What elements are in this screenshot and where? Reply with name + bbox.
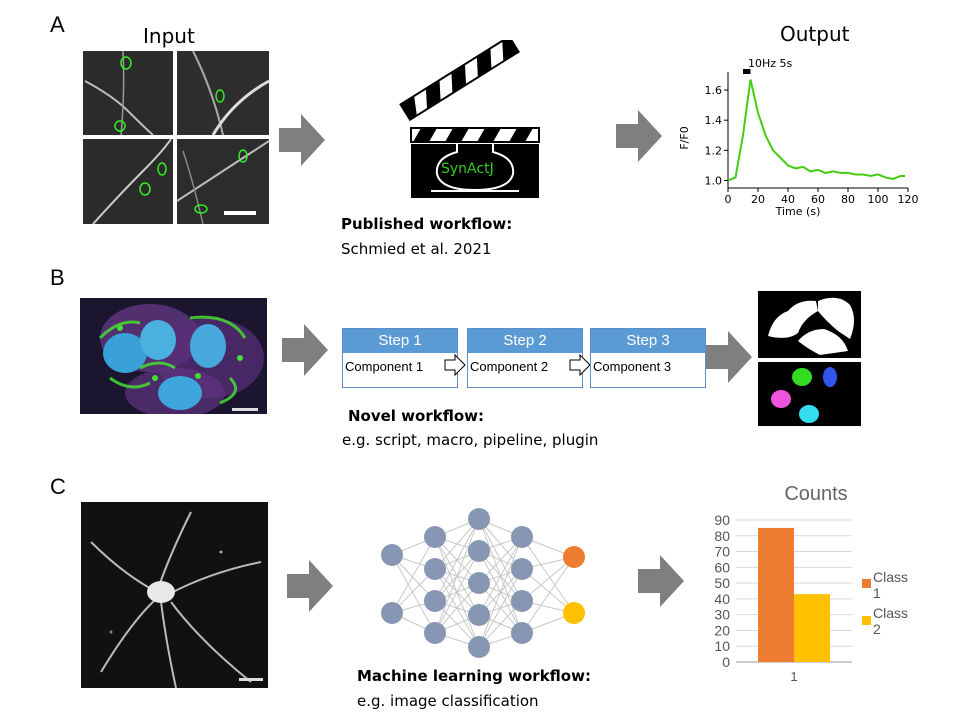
panel-b-letter: B (50, 265, 65, 290)
caption-b-bold: Novel workflow: (348, 407, 484, 425)
x-tick-label: 100 (868, 193, 889, 206)
y-tick-label: 20 (714, 622, 730, 638)
y-tick-label: 70 (714, 544, 730, 560)
y-tick-label: 1.0 (705, 174, 723, 187)
legend-swatch-class-1 (862, 579, 871, 588)
x-tick-label: 1 (790, 669, 797, 684)
bar-class-1 (758, 527, 794, 662)
y-tick-label: 60 (714, 559, 730, 575)
cell-micrograph (80, 298, 267, 414)
flow-arrow-icon (279, 114, 325, 166)
legend-label-class-1: Class (873, 569, 908, 585)
logo-text: SynActJ (441, 161, 494, 177)
output-node (563, 602, 585, 624)
legend-swatch-class-2 (862, 616, 871, 625)
network-node (468, 636, 490, 658)
network-node (468, 604, 490, 626)
network-node (511, 558, 533, 580)
bar-class-2 (794, 594, 830, 662)
network-node (381, 602, 403, 624)
caption-b: e.g. script, macro, pipeline, plugin (342, 431, 599, 449)
flow-arrow-icon (638, 555, 684, 607)
network-node (424, 590, 446, 612)
scale-bar (232, 408, 258, 411)
scale-bar (224, 211, 256, 215)
caption-a: Schmied et al. 2021 (341, 240, 492, 258)
network-node (381, 544, 403, 566)
panel-a-letter: A (50, 12, 65, 37)
step-2-component: Component 2 (470, 359, 549, 374)
neural-network-icon (381, 508, 585, 658)
network-node (468, 508, 490, 530)
network-node (424, 622, 446, 644)
flow-arrow-icon (287, 560, 333, 612)
y-tick-label: 1.2 (705, 144, 723, 157)
x-tick-label: 120 (898, 193, 919, 206)
chart-title: Counts (784, 483, 847, 505)
panel-c-letter: C (50, 474, 66, 499)
network-node (468, 540, 490, 562)
y-tick-label: 30 (714, 607, 730, 623)
y-tick-label: 50 (714, 575, 730, 591)
workflow-step-3: Step 3 Component 3 (590, 328, 706, 388)
x-tick-label: 80 (841, 193, 855, 206)
y-axis-label: F/F0 (678, 126, 691, 149)
x-tick-label: 40 (781, 193, 795, 206)
y-tick-label: 0 (722, 654, 730, 670)
scale-bar (239, 678, 263, 681)
network-node (511, 622, 533, 644)
step-1-component: Component 1 (345, 359, 424, 374)
network-node (424, 558, 446, 580)
workflow-step-1: Step 1 Component 1 (342, 328, 458, 388)
y-tick-label: 80 (714, 528, 730, 544)
fluorescence-trace-chart: 0 20 40 60 80 100 120 1.0 1.2 1.4 1.6 10Hz 5s Time… (678, 57, 919, 218)
step-1-title: Step 1 (343, 329, 457, 353)
segmentation-masks (758, 291, 861, 426)
step-2-title: Step 2 (468, 329, 582, 353)
x-tick-label: 20 (751, 193, 765, 206)
legend-label-class-1-num: 1 (873, 585, 881, 601)
micrograph-tile (83, 51, 173, 135)
step-3-title: Step 3 (591, 329, 705, 353)
network-node (424, 526, 446, 548)
clapperboard-logo-icon (399, 40, 540, 198)
x-axis-label: Time (s) (775, 205, 821, 218)
network-node (511, 590, 533, 612)
stimulus-bar (743, 69, 751, 74)
output-node (563, 546, 585, 568)
x-tick-label: 60 (811, 193, 825, 206)
flow-arrow-icon (706, 331, 752, 383)
neuron-micrograph (81, 502, 268, 688)
network-node (511, 526, 533, 548)
flow-arrow-icon (616, 110, 662, 162)
network-node (468, 572, 490, 594)
y-tick-label: 1.4 (705, 114, 723, 127)
legend-label-class-2-num: 2 (873, 621, 881, 637)
step-3-component: Component 3 (593, 359, 672, 374)
y-tick-label: 10 (714, 638, 730, 654)
caption-a-bold: Published workflow: (341, 215, 513, 233)
flow-arrow-icon (282, 324, 328, 376)
legend-label-class-2: Class (873, 605, 908, 621)
input-title: Input (143, 24, 195, 48)
step-arrow-icon (569, 354, 591, 376)
y-tick-label: 1.6 (705, 84, 723, 97)
step-arrow-icon (444, 354, 466, 376)
stim-label: 10Hz 5s (748, 57, 793, 70)
micrograph-tile (83, 139, 173, 224)
caption-c: e.g. image classification (357, 692, 539, 710)
workflow-step-2: Step 2 Component 2 (467, 328, 583, 388)
trace-line (727, 79, 905, 182)
y-tick-label: 90 (714, 512, 730, 528)
y-tick-label: 40 (714, 591, 730, 607)
synapse-micrographs (83, 51, 270, 224)
caption-c-bold: Machine learning workflow: (357, 667, 591, 685)
output-title: Output (780, 22, 850, 46)
x-tick-label: 0 (725, 193, 732, 206)
